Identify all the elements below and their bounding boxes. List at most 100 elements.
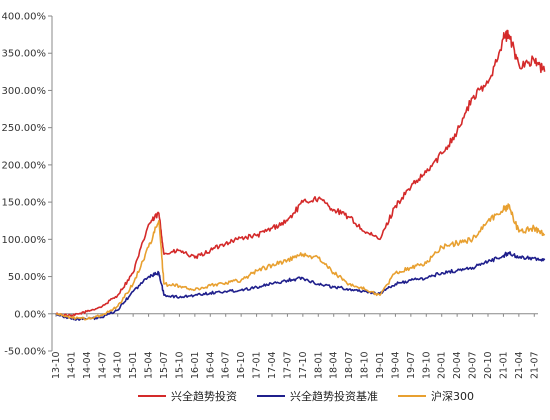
- data-point: [394, 205, 396, 207]
- data-point: [379, 294, 381, 296]
- data-point: [255, 286, 257, 288]
- data-point: [158, 212, 160, 214]
- data-point: [194, 294, 196, 296]
- x-tick-label: 14-04: [82, 351, 93, 379]
- data-point: [240, 289, 242, 291]
- x-tick-label: 14-07: [97, 351, 108, 379]
- data-point: [543, 71, 545, 73]
- x-tick-label: 14-01: [66, 351, 77, 379]
- data-point: [255, 234, 257, 236]
- data-point: [70, 316, 72, 318]
- data-point: [533, 60, 535, 62]
- data-point: [86, 318, 88, 320]
- x-tick-label: 14-10: [113, 351, 124, 379]
- legend-label: 兴全趋势投资基准: [290, 390, 378, 403]
- data-point: [533, 227, 535, 229]
- data-point: [471, 238, 473, 240]
- x-tick-label: 15-07: [159, 351, 170, 379]
- x-tick-label: 20-04: [452, 351, 463, 379]
- data-point: [487, 261, 489, 263]
- x-tick-label: 15-04: [144, 351, 155, 379]
- data-point: [410, 266, 412, 268]
- data-point: [441, 272, 443, 274]
- data-point: [425, 171, 427, 173]
- data-point: [163, 253, 165, 255]
- data-point: [471, 97, 473, 99]
- data-point: [255, 269, 257, 271]
- legend-swatch: [257, 395, 285, 397]
- data-point: [163, 294, 165, 296]
- data-point: [271, 227, 273, 229]
- y-tick-label: -50.00%: [4, 347, 46, 358]
- data-point: [379, 238, 381, 240]
- y-tick-label: 300.00%: [2, 86, 47, 97]
- x-tick-label: 19-10: [421, 351, 432, 379]
- y-tick-label: 100.00%: [2, 235, 47, 246]
- data-point: [471, 266, 473, 268]
- data-point: [178, 249, 180, 251]
- data-point: [55, 313, 57, 315]
- data-point: [487, 82, 489, 84]
- legend-label: 沪深300: [431, 390, 474, 403]
- data-point: [333, 286, 335, 288]
- x-tick-label: 20-10: [483, 351, 494, 379]
- y-tick-label: 250.00%: [2, 123, 47, 134]
- data-point: [271, 264, 273, 266]
- x-tick-label: 17-04: [267, 351, 278, 379]
- data-point: [147, 275, 149, 277]
- data-point: [456, 130, 458, 132]
- data-point: [194, 289, 196, 291]
- data-point: [502, 37, 504, 39]
- legend-item: 沪深300: [398, 388, 474, 404]
- x-tick-label: 16-10: [236, 351, 247, 379]
- y-tick-label: 400.00%: [2, 12, 47, 23]
- data-point: [132, 272, 134, 274]
- data-point: [101, 305, 103, 307]
- x-tick-label: 21-01: [498, 351, 509, 379]
- data-point: [209, 292, 211, 294]
- x-tick-label: 13-10: [51, 351, 62, 379]
- data-point: [543, 259, 545, 261]
- data-point: [543, 233, 545, 235]
- data-point: [117, 294, 119, 296]
- series-line: [55, 203, 546, 321]
- data-point: [507, 33, 509, 35]
- data-point: [147, 223, 149, 225]
- data-point: [487, 220, 489, 222]
- x-tick-label: 17-07: [282, 351, 293, 379]
- legend-label: 兴全趋势投资: [171, 390, 237, 403]
- data-point: [441, 153, 443, 155]
- series-line: [55, 251, 546, 321]
- data-point: [456, 269, 458, 271]
- x-tick-label: 21-07: [529, 351, 540, 379]
- data-point: [163, 283, 165, 285]
- data-point: [240, 279, 242, 281]
- data-point: [132, 290, 134, 292]
- data-point: [286, 220, 288, 222]
- data-point: [209, 284, 211, 286]
- data-point: [101, 316, 103, 318]
- data-point: [518, 63, 520, 65]
- data-point: [194, 257, 196, 259]
- x-tick-label: 17-10: [298, 351, 309, 379]
- data-point: [518, 231, 520, 233]
- data-point: [86, 310, 88, 312]
- x-tick-label: 16-07: [221, 351, 232, 379]
- data-point: [225, 281, 227, 283]
- x-tick-label: 16-04: [205, 351, 216, 379]
- legend-item: 兴全趋势投资: [138, 388, 237, 404]
- x-tick-label: 19-01: [375, 351, 386, 379]
- data-point: [410, 279, 412, 281]
- legend-swatch: [398, 395, 426, 397]
- data-point: [348, 283, 350, 285]
- legend-item: 兴全趋势投资基准: [257, 388, 378, 404]
- x-tick-label: 15-01: [128, 351, 139, 379]
- data-point: [302, 201, 304, 203]
- data-point: [225, 290, 227, 292]
- x-tick-label: 18-01: [313, 351, 324, 379]
- data-point: [225, 242, 227, 244]
- data-point: [240, 237, 242, 239]
- data-point: [348, 216, 350, 218]
